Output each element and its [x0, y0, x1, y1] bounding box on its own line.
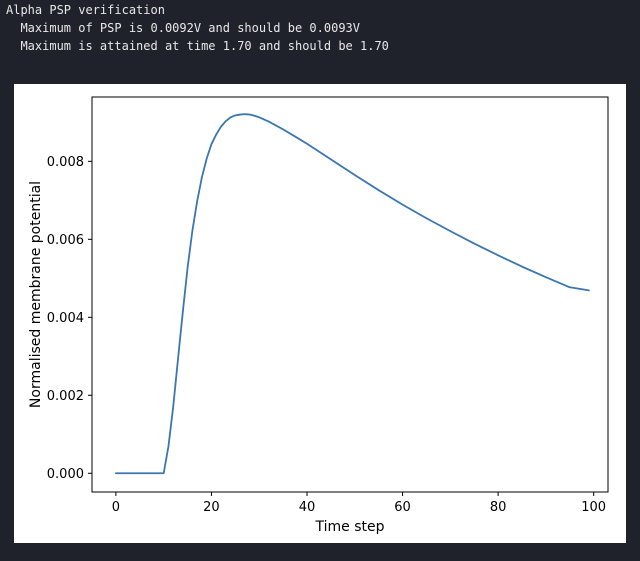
- y-tick-label: 0.006: [47, 233, 84, 248]
- x-tick-label: 100: [581, 500, 606, 515]
- x-axis-label: Time step: [315, 519, 385, 535]
- line-chart: 0 20 40 60 80 100 0.000 0.002 0.004 0.006 0.008 Ti…: [28, 96, 609, 535]
- y-tick-label: 0.000: [47, 467, 84, 482]
- chart-figure: 0 20 40 60 80 100 0.000 0.002 0.004 0.006 0.008 Ti…: [14, 84, 626, 543]
- x-tick-label: 80: [490, 500, 507, 515]
- y-tick-label: 0.008: [47, 155, 84, 170]
- x-tick-label: 20: [203, 500, 220, 515]
- console-line-max-value: Maximum of PSP is 0.0092V and should be …: [6, 21, 361, 35]
- axes-frame: [91, 96, 609, 493]
- console-output: Alpha PSP verification Maximum of PSP is…: [0, 0, 640, 80]
- psp-series-line: [114, 113, 590, 475]
- x-tick-label: 60: [394, 500, 411, 515]
- console-line-max-time: Maximum is attained at time 1.70 and sho…: [6, 39, 389, 53]
- y-tick-label: 0.004: [47, 311, 84, 326]
- console-line-title: Alpha PSP verification: [6, 3, 165, 17]
- x-tick-label: 0: [112, 500, 120, 515]
- y-axis-label: Normalised membrane potential: [28, 181, 44, 408]
- y-tick-label: 0.002: [47, 389, 84, 404]
- x-tick-label: 40: [299, 500, 316, 515]
